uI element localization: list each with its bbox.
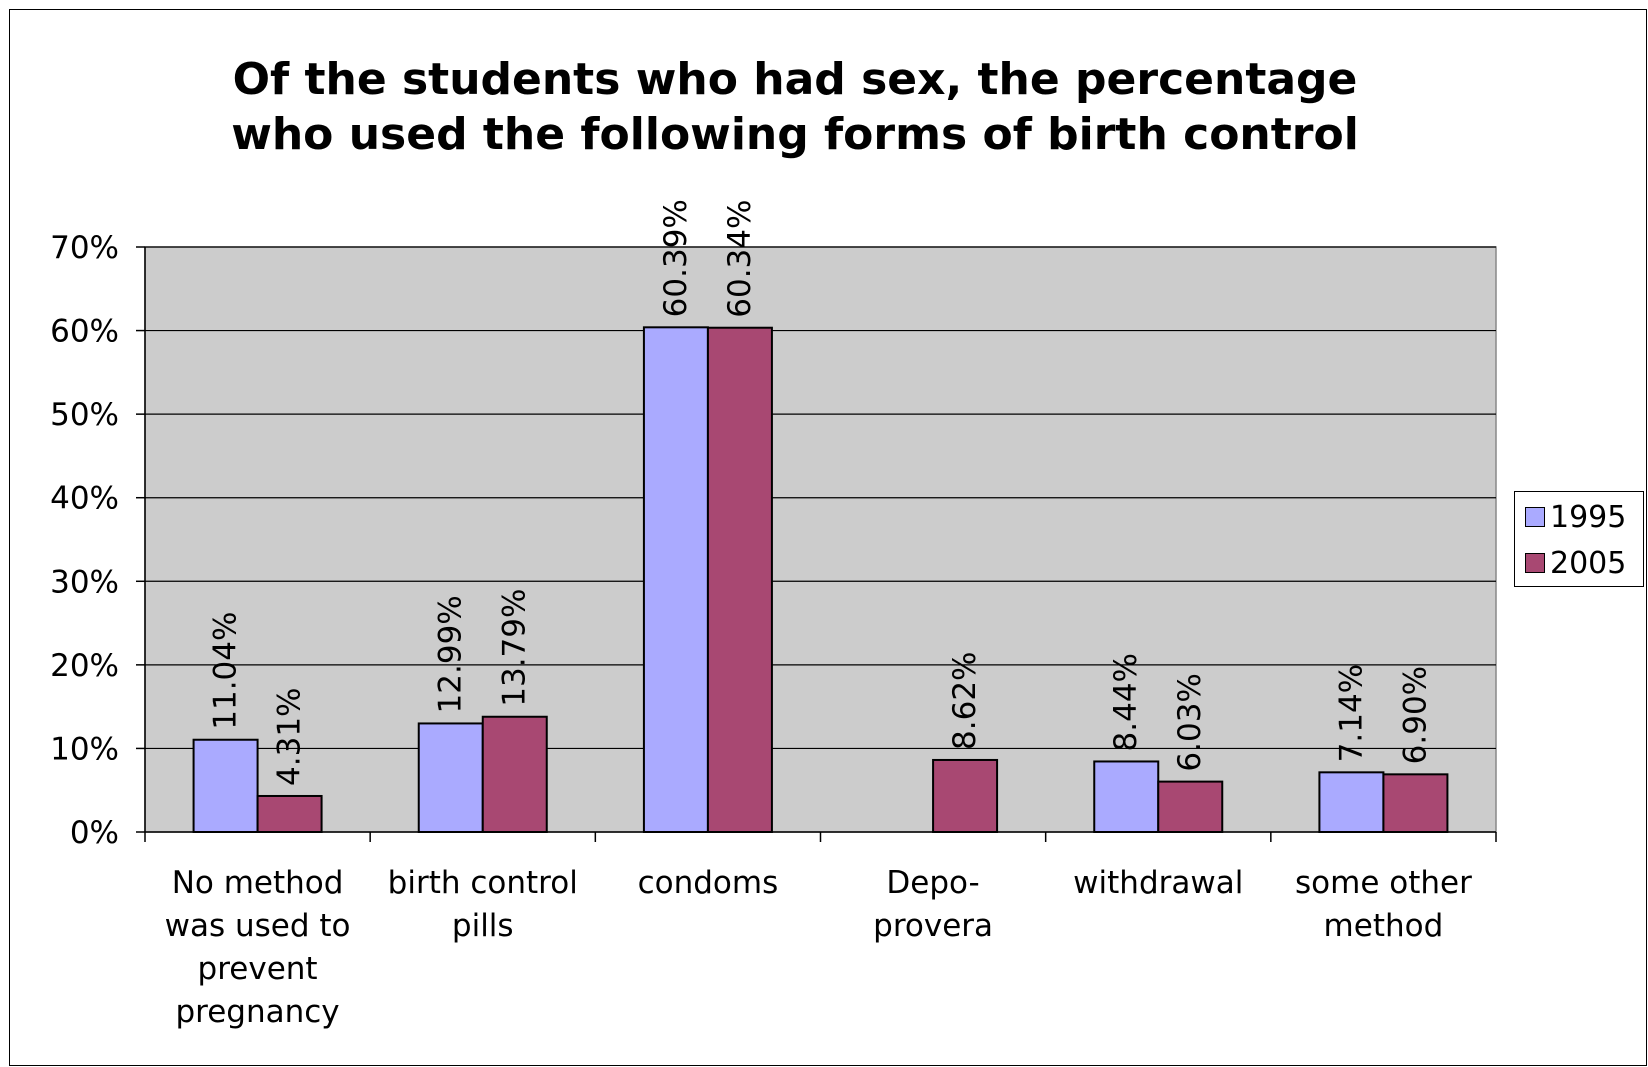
data-label: 11.04%: [208, 612, 244, 730]
bar-1995-5: [1318, 771, 1385, 834]
y-tick-label: 30%: [50, 564, 119, 600]
legend-swatch-2005: [1525, 553, 1545, 573]
legend-item-2005: 2005: [1525, 543, 1626, 583]
x-category-label: was used to: [165, 908, 351, 944]
x-category-label: condoms: [638, 865, 779, 901]
bar-2005-3: [932, 758, 999, 833]
x-category-label: pills: [452, 908, 514, 944]
bar-1995-1: [417, 722, 484, 834]
bar-2005-2: [706, 326, 773, 833]
x-category-label: No method: [172, 865, 344, 901]
x-category-label: prevent: [198, 951, 318, 987]
x-category-label: pregnancy: [175, 994, 339, 1030]
legend-swatch-1995: [1525, 507, 1545, 527]
chart-title: Of the students who had sex, the percent…: [231, 54, 1359, 160]
x-category-label: withdrawal: [1073, 865, 1243, 901]
y-tick-label: 20%: [50, 648, 119, 684]
x-category-label: birth control: [388, 865, 578, 901]
y-tick-label: 60%: [50, 314, 119, 350]
y-tick-label: 70%: [50, 230, 119, 266]
legend-label-2005: 2005: [1550, 545, 1627, 581]
y-tick-label: 0%: [70, 815, 119, 851]
data-label: 60.34%: [722, 200, 758, 318]
legend: 1995 2005: [1514, 491, 1644, 587]
bar-1995-0: [192, 738, 259, 833]
legend-label-1995: 1995: [1550, 499, 1627, 535]
x-category-label: method: [1324, 908, 1444, 944]
data-label: 12.99%: [433, 595, 469, 713]
data-label: 8.44%: [1108, 653, 1144, 751]
data-label: 6.90%: [1397, 666, 1433, 764]
plot-area: [144, 246, 1497, 833]
y-tick-label: 40%: [50, 481, 119, 517]
bar-1995-2: [642, 326, 709, 833]
y-tick-label: 10%: [50, 731, 119, 767]
x-category-label: Depo-: [886, 865, 979, 901]
data-label: 8.62%: [947, 651, 983, 749]
data-label: 7.14%: [1333, 664, 1369, 762]
data-label: 60.39%: [658, 199, 694, 317]
legend-item-1995: 1995: [1525, 497, 1626, 537]
bar-2005-5: [1382, 773, 1449, 833]
data-label: 4.31%: [272, 687, 308, 785]
bar-1995-4: [1093, 760, 1160, 833]
x-category-label: some other: [1295, 865, 1472, 901]
bar-2005-0: [256, 794, 323, 833]
bar-2005-4: [1157, 780, 1224, 834]
data-label: 6.03%: [1172, 673, 1208, 771]
data-label: 13.79%: [497, 589, 533, 707]
bar-2005-1: [481, 715, 548, 834]
y-tick-label: 50%: [50, 397, 119, 433]
x-category-label: provera: [873, 908, 993, 944]
